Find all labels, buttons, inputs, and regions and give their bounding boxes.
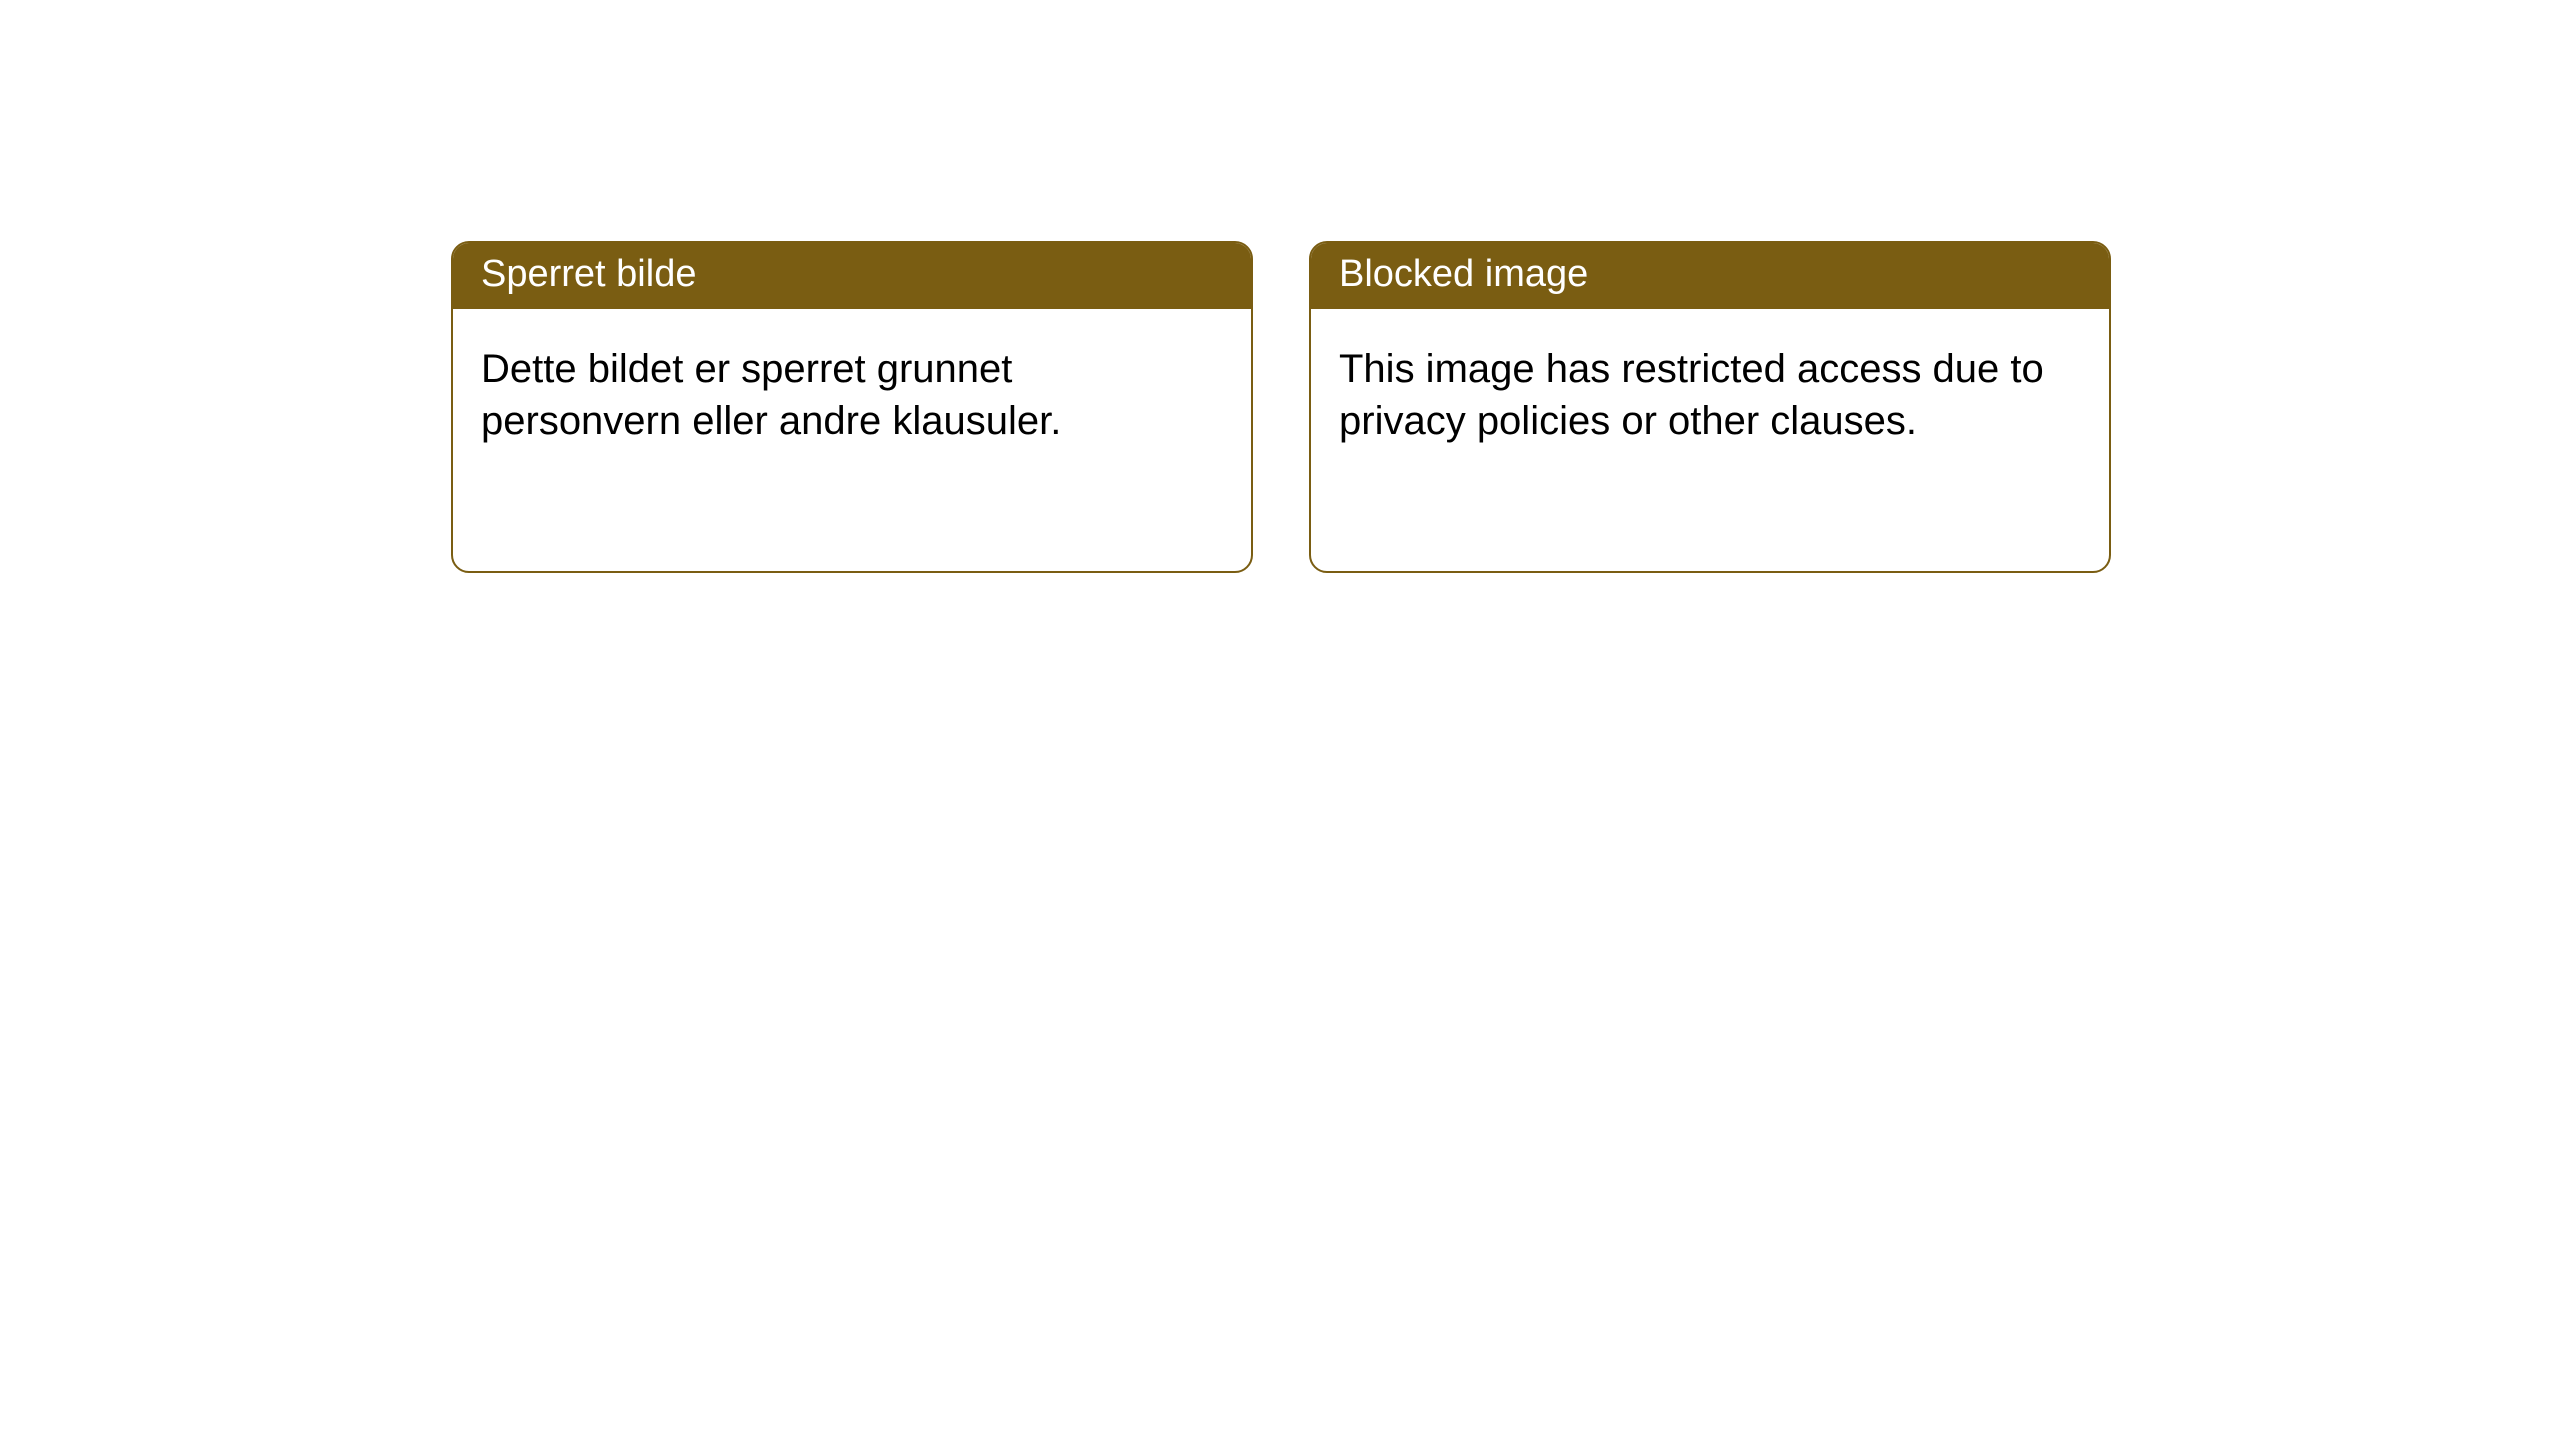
card-header: Blocked image [1311,243,2109,309]
card-header: Sperret bilde [453,243,1251,309]
card-body: This image has restricted access due to … [1311,309,2109,481]
notice-card-english: Blocked image This image has restricted … [1309,241,2111,573]
notice-card-norwegian: Sperret bilde Dette bildet er sperret gr… [451,241,1253,573]
card-body: Dette bildet er sperret grunnet personve… [453,309,1251,481]
notice-cards-container: Sperret bilde Dette bildet er sperret gr… [0,0,2560,573]
